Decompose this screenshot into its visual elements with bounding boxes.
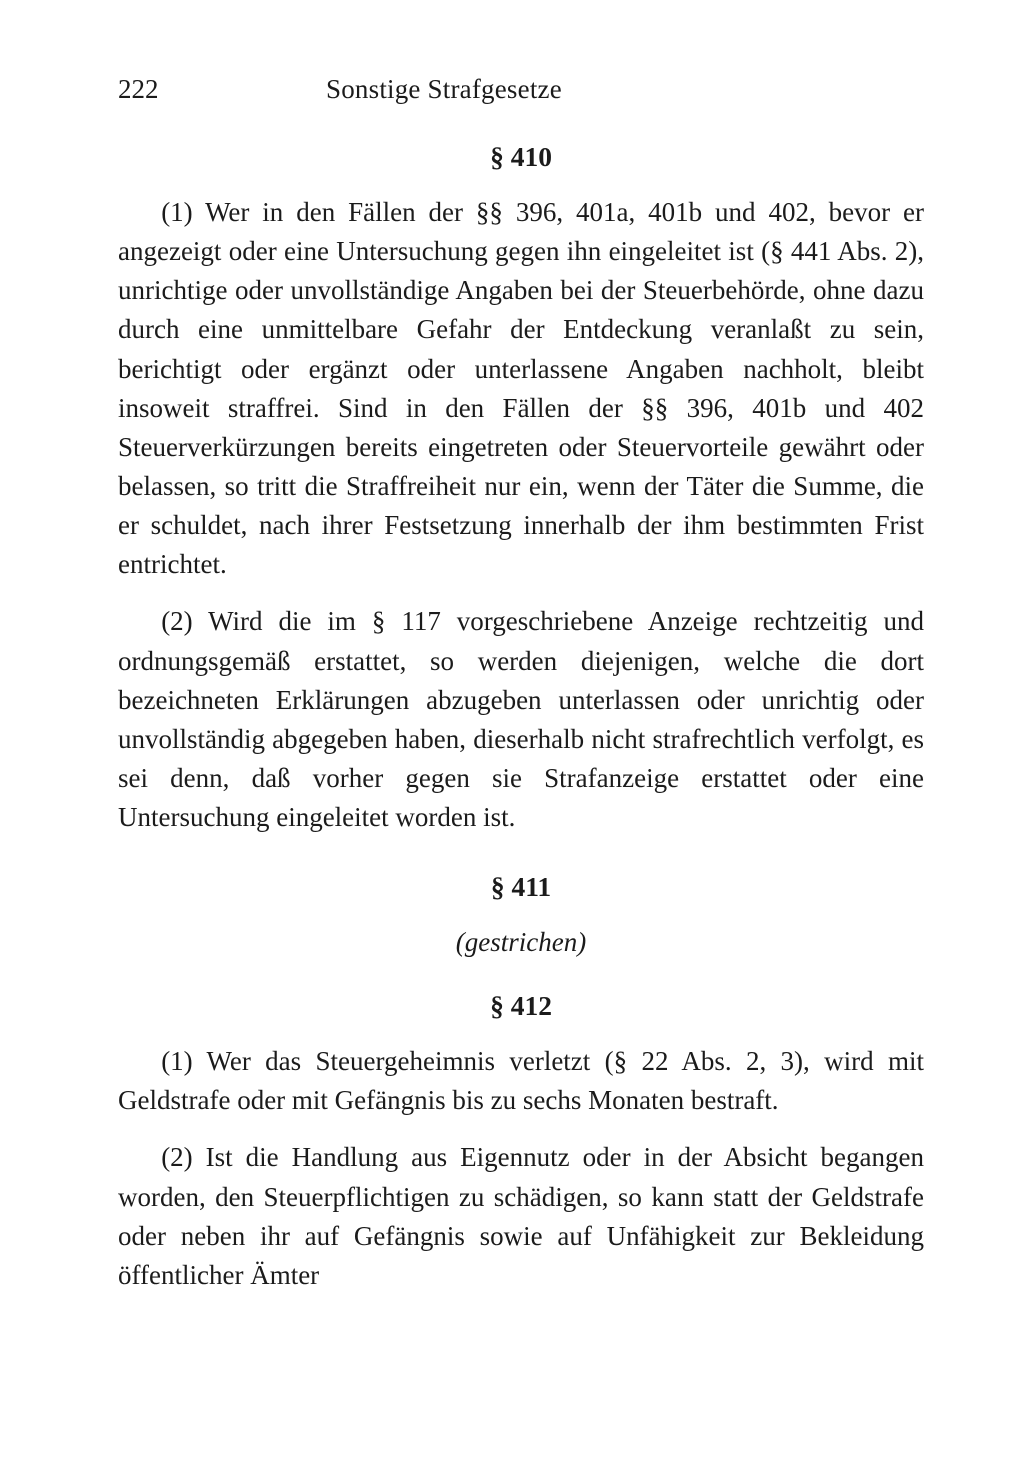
section-410-para-2: (2) Wird die im § 117 vorgeschriebene An… <box>118 602 924 837</box>
section-410-para-1: (1) Wer in den Fällen der §§ 396, 401a, … <box>118 193 924 584</box>
section-410-heading: § 410 <box>118 137 924 177</box>
running-head: Sonstige Strafgesetze <box>326 70 562 109</box>
section-412-para-2: (2) Ist die Handlung aus Eigennutz oder … <box>118 1138 924 1295</box>
section-411-note: (gestrichen) <box>118 923 924 962</box>
section-411-heading: § 411 <box>118 867 924 907</box>
page-header: 222 Sonstige Strafgesetze <box>118 70 924 109</box>
page-number: 222 <box>118 70 326 109</box>
page: 222 Sonstige Strafgesetze § 410 (1) Wer … <box>0 0 1024 1463</box>
section-412-heading: § 412 <box>118 986 924 1026</box>
section-412-para-1: (1) Wer das Steuergeheimnis verletzt (§ … <box>118 1042 924 1120</box>
